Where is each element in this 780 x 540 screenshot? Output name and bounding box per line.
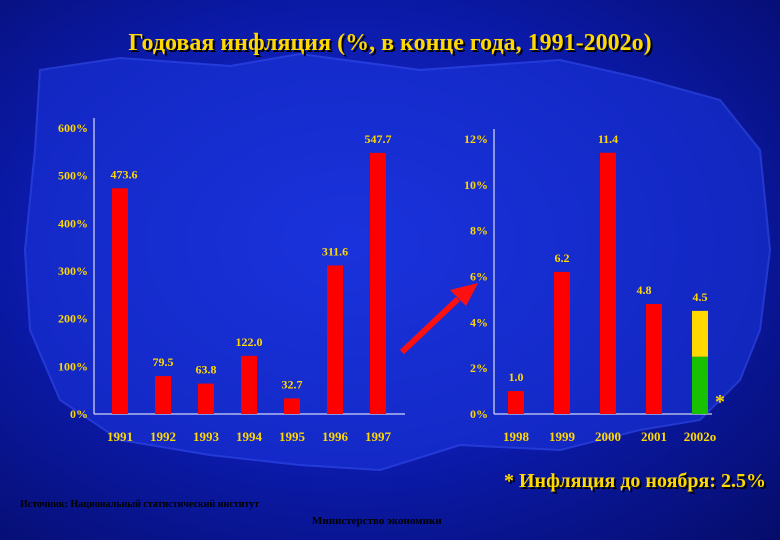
- left-value-label: 32.7: [282, 377, 303, 391]
- left-bar: [155, 376, 171, 414]
- right-value-label: 4.8: [637, 283, 652, 297]
- left-category-label: 1997: [365, 429, 392, 444]
- left-bar: [112, 188, 128, 414]
- left-bar: [241, 355, 257, 414]
- left-category-label: 1996: [322, 429, 349, 444]
- left-value-label: 79.5: [153, 355, 174, 369]
- right-bar: [646, 304, 662, 414]
- ministry-label: Министерство экономики: [312, 515, 442, 527]
- right-value-label: 11.4: [598, 132, 618, 146]
- left-y-tick-label: 200%: [58, 312, 88, 326]
- right-y-tick-label: 4%: [470, 315, 488, 329]
- right-bar: [508, 391, 524, 414]
- left-bar: [370, 152, 386, 414]
- chart-title: Годовая инфляция (%, в конце года, 1991-…: [128, 30, 652, 56]
- left-bar: [327, 265, 343, 414]
- left-category-label: 1995: [279, 429, 306, 444]
- right-value-label: 4.5: [693, 290, 708, 304]
- right-category-label: 2000: [595, 429, 621, 444]
- left-value-label: 473.6: [111, 167, 138, 181]
- left-y-tick-label: 100%: [58, 359, 88, 373]
- right-bar: [554, 271, 570, 414]
- right-category-label: 2002о: [684, 429, 717, 444]
- left-category-label: 1993: [193, 429, 220, 444]
- left-y-tick-label: 500%: [58, 169, 88, 183]
- right-y-tick-label: 12%: [464, 132, 488, 146]
- left-y-tick-label: 600%: [58, 121, 88, 135]
- right-y-tick-label: 2%: [470, 361, 488, 375]
- left-y-tick-label: 300%: [58, 264, 88, 278]
- right-y-tick-label: 6%: [470, 270, 488, 284]
- source-note: Источник: Национальный статистический ин…: [20, 499, 260, 510]
- left-value-label: 63.8: [196, 363, 217, 377]
- right-bar: [600, 152, 616, 414]
- left-y-tick-label: 0%: [70, 407, 88, 421]
- right-bar-segment: [692, 310, 708, 357]
- right-y-tick-label: 0%: [470, 407, 488, 421]
- right-asterisk-marker: *: [715, 391, 725, 413]
- left-bar: [284, 398, 300, 414]
- left-category-label: 1994: [236, 429, 263, 444]
- left-value-label: 311.6: [322, 244, 348, 258]
- left-category-label: 1991: [107, 429, 133, 444]
- footnote: * Инфляция до ноября: 2.5%: [503, 470, 766, 492]
- arrow-shaft: [399, 296, 461, 355]
- left-value-label: 547.7: [365, 132, 392, 146]
- right-category-label: 1999: [549, 429, 576, 444]
- right-value-label: 6.2: [555, 251, 570, 265]
- right-y-tick-label: 10%: [464, 178, 488, 192]
- right-bar-segment: [692, 356, 708, 414]
- right-y-tick-label: 8%: [470, 224, 488, 238]
- left-value-label: 122.0: [236, 335, 263, 349]
- left-y-tick-label: 400%: [58, 216, 88, 230]
- left-bar: [198, 383, 214, 414]
- right-category-label: 1998: [503, 429, 530, 444]
- right-value-label: 1.0: [509, 370, 524, 384]
- arrow-head: [450, 283, 478, 306]
- right-category-label: 2001: [641, 429, 667, 444]
- left-category-label: 1992: [150, 429, 176, 444]
